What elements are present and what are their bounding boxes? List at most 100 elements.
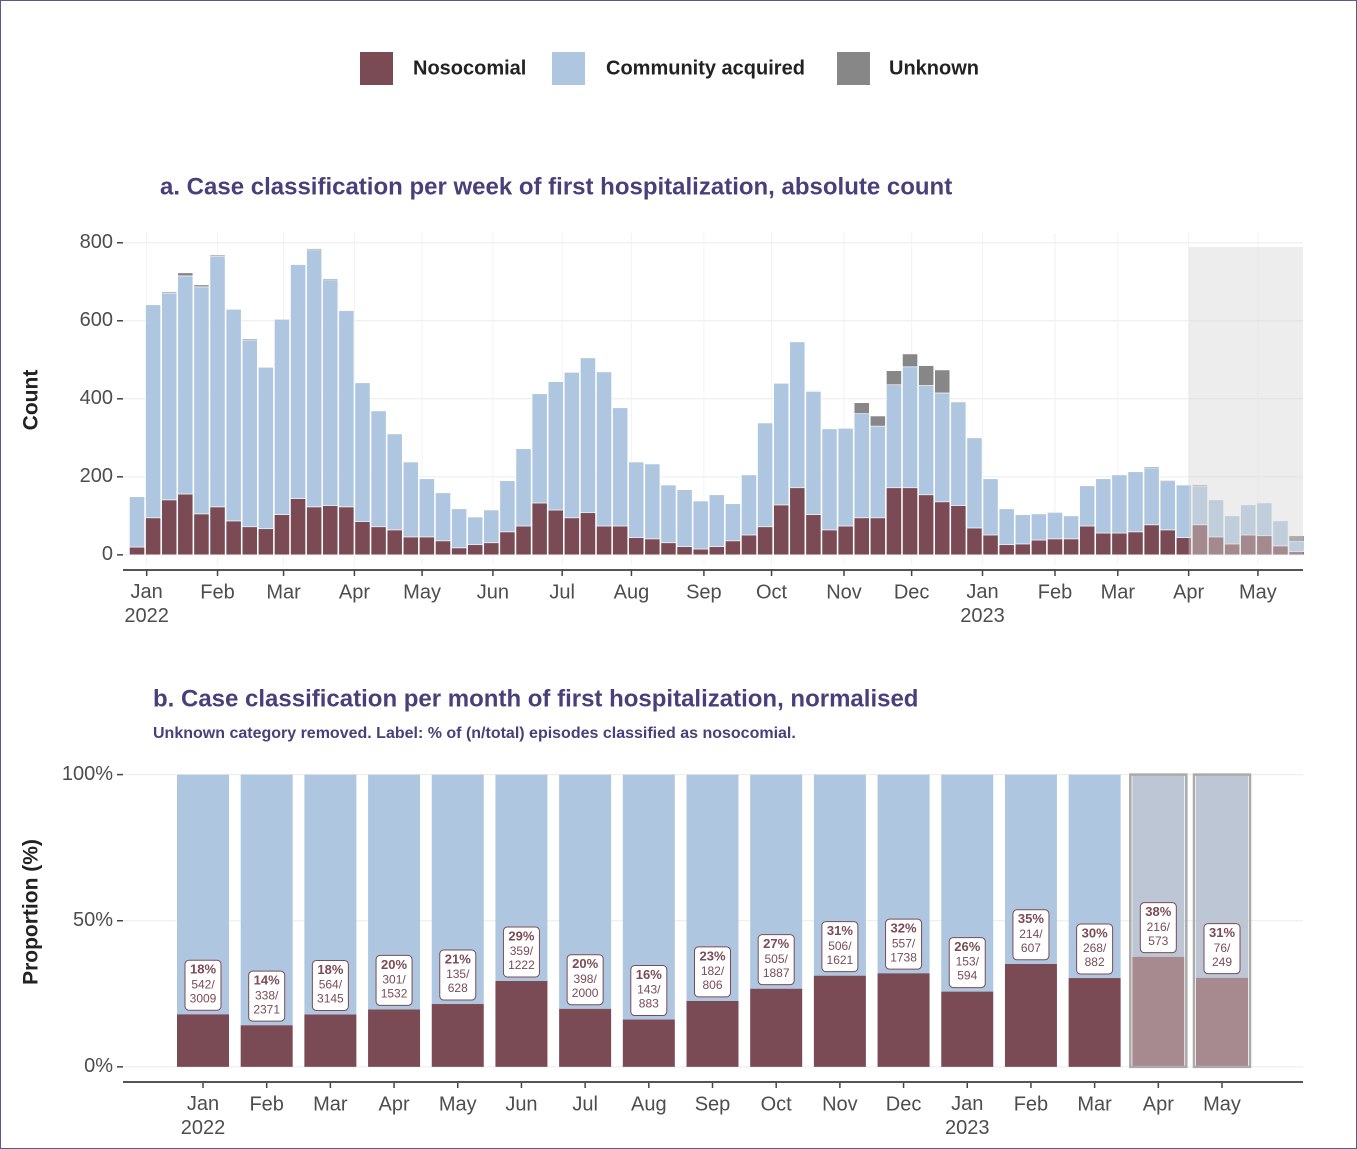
bar-segment (306, 248, 323, 251)
x-tick-label: Dec (894, 581, 930, 603)
bar-segment (676, 546, 693, 556)
x-tick-label: May (439, 1093, 477, 1115)
bar-segment (934, 369, 951, 394)
bar-segment (1079, 485, 1096, 527)
bar-segment (692, 500, 709, 550)
total-label: 1621 (827, 953, 854, 967)
bar-segment (580, 357, 596, 514)
x-tick-label: Feb (1038, 581, 1072, 603)
bar-segment (805, 391, 822, 515)
bar-segment (563, 372, 580, 519)
value-label: 18% (190, 962, 216, 977)
bar-segment (886, 370, 902, 386)
count-label: 216/ (1147, 920, 1171, 934)
label-box (439, 949, 477, 1001)
bar-segment (402, 461, 419, 538)
legend-swatch (837, 52, 870, 85)
bar-segment (789, 341, 806, 489)
bar-segment (435, 540, 451, 556)
x-tick-label: Sep (686, 581, 722, 603)
label-box (694, 946, 731, 998)
bar-segment (306, 506, 323, 556)
bar-segment (290, 264, 306, 499)
bar-segment (708, 494, 725, 547)
label-box (566, 954, 604, 1006)
count-label: 301/ (382, 973, 406, 987)
chart-title: a. Case classification per week of first… (160, 173, 952, 200)
label-box (757, 934, 795, 986)
bar-segment (966, 437, 983, 529)
x-tick-label: Jan 2022 (181, 1093, 226, 1139)
total-label: 806 (702, 978, 722, 992)
bar-segment (531, 393, 548, 504)
bar-segment (531, 502, 548, 556)
bar-segment (750, 988, 803, 1067)
bar-segment (240, 1025, 293, 1067)
bar-segment (622, 1019, 675, 1067)
x-tick-label: Dec (886, 1093, 922, 1115)
value-label: 29% (508, 928, 534, 943)
count-label: 398/ (573, 972, 597, 986)
count-label: 182/ (701, 964, 725, 978)
bar-segment (1014, 543, 1031, 556)
bar-segment (1127, 531, 1144, 556)
bar-segment (869, 517, 886, 556)
bar-segment (686, 1000, 739, 1067)
bar-segment (419, 536, 435, 556)
bar-segment (805, 514, 822, 556)
label-box (1076, 923, 1114, 975)
bar-segment (483, 542, 500, 556)
bar-segment (918, 494, 935, 556)
count-label: 153/ (956, 955, 980, 969)
value-label: 38% (1145, 904, 1171, 919)
bar-segment (1288, 535, 1305, 542)
label-box (184, 959, 222, 1011)
bar-segment (431, 1004, 484, 1067)
bar-segment (495, 980, 548, 1067)
label-box (311, 959, 349, 1011)
bar-segment (209, 255, 226, 508)
x-tick-label: Nov (826, 581, 862, 603)
bar-segment (628, 461, 645, 538)
bar-segment (902, 487, 918, 556)
bar-segment (998, 544, 1015, 556)
value-label: 32% (891, 921, 917, 936)
bar-segment (628, 537, 645, 556)
bar-segment (773, 383, 790, 506)
y-tick-label: 400 (80, 387, 113, 409)
total-label: 883 (639, 997, 659, 1011)
bar-segment (676, 489, 693, 547)
x-tick-label: Feb (200, 581, 234, 603)
bar-segment (451, 547, 467, 556)
y-tick-label: 100% (62, 763, 113, 785)
bar-segment (805, 390, 822, 392)
total-label: 607 (1021, 941, 1041, 955)
bar-segment (837, 525, 854, 556)
bar-segment (354, 382, 371, 522)
bar-segment (886, 487, 902, 556)
bar-segment (274, 318, 290, 320)
value-label: 14% (254, 973, 280, 988)
bar-segment (515, 525, 532, 556)
value-label: 20% (381, 957, 407, 972)
value-label: 27% (763, 936, 789, 951)
bar-segment (982, 534, 999, 556)
bar-segment (370, 410, 387, 528)
value-label: 31% (827, 923, 853, 938)
value-label: 18% (317, 962, 343, 977)
x-tick-label: Mar (1077, 1093, 1112, 1115)
bar-segment (1143, 466, 1160, 469)
bar-segment (612, 407, 629, 527)
count-label: 268/ (1083, 941, 1107, 955)
bar-segment (1063, 515, 1079, 540)
legend-label: Nosocomial (413, 57, 526, 79)
bar-segment (241, 526, 258, 556)
bar-segment (322, 279, 339, 507)
bar-segment (209, 506, 226, 556)
x-tick-label: Apr (339, 581, 370, 603)
count-label: 143/ (637, 983, 661, 997)
bar-segment (257, 366, 274, 368)
x-tick-label: Jul (549, 581, 575, 603)
bar-segment (1143, 524, 1160, 556)
